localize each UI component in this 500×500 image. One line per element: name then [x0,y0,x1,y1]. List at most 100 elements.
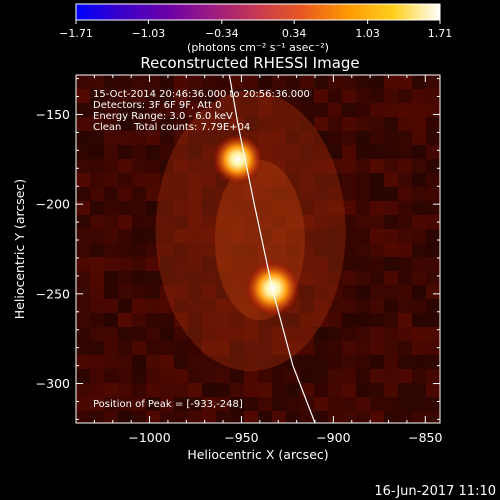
texture-cell [76,355,90,369]
texture-cell [286,187,300,201]
texture-cell [384,201,398,215]
y-tick-label: −250 [36,286,70,301]
texture-cell [174,173,188,187]
texture-cell [356,229,370,243]
texture-cell [356,369,370,383]
texture-cell [174,229,188,243]
texture-cell [370,313,384,327]
texture-cell [426,173,440,187]
texture-cell [174,271,188,285]
texture-cell [132,299,146,313]
texture-cell [90,201,104,215]
texture-cell [160,285,174,299]
texture-cell [90,313,104,327]
texture-cell [328,145,342,159]
texture-cell [76,341,90,355]
texture-cell [398,201,412,215]
texture-cell [272,201,286,215]
texture-cell [398,285,412,299]
colorbar-tick-label: −1.71 [59,27,93,40]
texture-cell [356,131,370,145]
texture-cell [286,243,300,257]
texture-cell [230,383,244,397]
texture-cell [118,131,132,145]
texture-cell [132,355,146,369]
image-frame [75,74,441,424]
texture-cell [286,397,300,411]
texture-cell [90,145,104,159]
texture-cell [216,215,230,229]
texture-cell [426,285,440,299]
texture-cell [342,103,356,117]
texture-cell [202,103,216,117]
texture-cell [216,411,230,423]
texture-cell [188,215,202,229]
texture-cell [258,383,272,397]
texture-cell [244,243,258,257]
texture-cell [342,131,356,145]
texture-cell [370,229,384,243]
texture-cell [104,75,118,89]
texture-cell [300,229,314,243]
texture-cell [314,229,328,243]
texture-cell [160,75,174,89]
texture-cell [412,411,426,423]
texture-cell [90,187,104,201]
texture-cell [188,271,202,285]
texture-cell [174,187,188,201]
texture-cell [132,89,146,103]
texture-cell [384,159,398,173]
texture-cell [426,341,440,355]
texture-cell [342,271,356,285]
texture-cell [202,187,216,201]
texture-cell [76,187,90,201]
texture-cell [412,229,426,243]
texture-cell [244,215,258,229]
texture-cell [146,89,160,103]
texture-cell [202,313,216,327]
chart-title: Reconstructed RHESSI Image [140,54,359,72]
texture-cell [258,243,272,257]
texture-cell [258,187,272,201]
texture-cell [398,173,412,187]
texture-cell [174,257,188,271]
texture-cell [384,173,398,187]
texture-cell [90,75,104,89]
texture-cell [426,117,440,131]
colorbar: −1.71 −1.03 −0.34 0.34 1.03 1.71 (photons cm⁻… [59,3,452,54]
texture-cell [76,103,90,117]
texture-cell [356,271,370,285]
texture-cell [76,397,90,411]
texture-cell [244,411,258,423]
texture-cell [370,397,384,411]
texture-cell [244,383,258,397]
texture-cell [398,117,412,131]
texture-cell [370,187,384,201]
texture-cell [90,117,104,131]
texture-cell [104,369,118,383]
texture-cell [118,159,132,173]
texture-cell [76,299,90,313]
texture-cell [272,131,286,145]
texture-cell [146,145,160,159]
texture-cell [104,159,118,173]
texture-cell [286,173,300,187]
texture-cell [146,201,160,215]
texture-cell [342,89,356,103]
texture-cell [370,369,384,383]
texture-cell [104,131,118,145]
texture-cell [174,103,188,117]
texture-cell [300,397,314,411]
texture-cell [118,383,132,397]
texture-cell [300,243,314,257]
texture-cell [118,341,132,355]
texture-cell [384,89,398,103]
texture-cell [412,117,426,131]
texture-cell [118,229,132,243]
texture-cell [76,257,90,271]
texture-cell [300,313,314,327]
emission-source [212,133,264,185]
texture-cell [146,103,160,117]
texture-cell [188,229,202,243]
texture-cell [370,215,384,229]
